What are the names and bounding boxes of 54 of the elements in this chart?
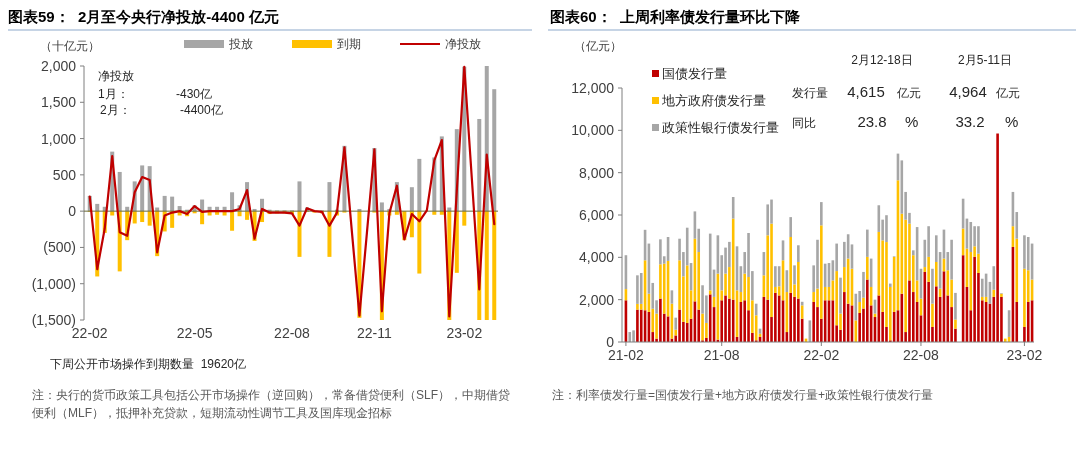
y-tick-label: 0	[68, 203, 77, 220]
legend-label: 净投放	[445, 37, 481, 51]
text: 2月5-11日	[958, 53, 1012, 67]
x-tick-label: 22-08	[903, 347, 940, 363]
annotation: 亿元	[896, 86, 921, 100]
legend-label: 投放	[228, 37, 253, 51]
annotation: %	[1005, 113, 1019, 130]
y-tick-label: 2,000	[578, 291, 615, 308]
y-tick-label: 1,000	[40, 130, 77, 147]
y-tick-label: 12,000	[571, 80, 615, 96]
annotation: 同比	[792, 116, 816, 130]
x-tick-label: 22-05	[176, 325, 213, 341]
x-tick-label: 22-11	[357, 325, 392, 341]
y-tick-label: 500	[52, 166, 77, 183]
text: 注：央行的货币政策工具包括公开市场操作（逆回购），常备借贷便利（SLF），中期借贷便利（MLF），抵押补充贷款，短期流动性调节工具及国库现金招标	[32, 388, 511, 420]
x-tick-label: 21-08	[703, 347, 740, 363]
y-axis-title: （十亿元）	[40, 39, 100, 53]
y-axis-title: （亿元）	[574, 39, 622, 53]
text: 下周公开市场操作到期数量 19620亿	[50, 357, 247, 371]
y-tick-label: 0	[606, 334, 615, 350]
text: 2月12-18日	[851, 53, 913, 67]
y-tick-label: 10,000	[571, 122, 615, 139]
text: 注：利率债发行量=国债发行量+地方政府债发行量+政策性银行债发行量	[552, 388, 934, 402]
x-tick-label: 21-02	[608, 347, 645, 363]
annotation: 1月：	[98, 87, 129, 101]
y-tick-label: (1,500)	[31, 312, 76, 328]
x-tick-label: 23-02	[1006, 347, 1043, 363]
annotation: 亿元	[995, 86, 1020, 100]
legend-label: 地方政府债发行量	[661, 93, 766, 108]
y-tick-label: 4,000	[578, 249, 615, 266]
x-tick-label: 23-02	[446, 325, 483, 341]
y-tick-label: 8,000	[578, 164, 615, 181]
annotation: 23.8	[857, 113, 887, 130]
annotation: -430亿	[176, 87, 213, 101]
annotation: 4,964	[949, 83, 987, 100]
annotation: 4,615	[847, 83, 885, 100]
legend-label: 到期	[337, 37, 361, 51]
y-tick-label: 6,000	[578, 207, 615, 223]
annotation: 2月：	[100, 103, 131, 117]
chart-title: 图表60： 上周利率债发行量环比下降	[550, 8, 802, 25]
annotation: 发行量	[792, 86, 828, 100]
annotation: 33.2	[955, 113, 985, 130]
y-tick-label: (500)	[43, 239, 76, 256]
chart-title: 图表59： 2月至今央行净投放-4400 亿元	[8, 8, 279, 25]
annotation: -4400亿	[180, 103, 223, 117]
x-tick-label: 22-08	[274, 325, 311, 341]
y-tick-label: 2,000	[40, 58, 77, 74]
annotation: %	[905, 113, 919, 130]
x-tick-label: 22-02	[803, 347, 840, 363]
legend-label: 政策性银行债发行量	[662, 121, 779, 135]
y-tick-label: 1,500	[40, 94, 77, 111]
legend-label: 国债发行量	[662, 67, 727, 81]
y-tick-label: (1,000)	[31, 275, 76, 292]
annotation: 净投放	[98, 69, 134, 83]
